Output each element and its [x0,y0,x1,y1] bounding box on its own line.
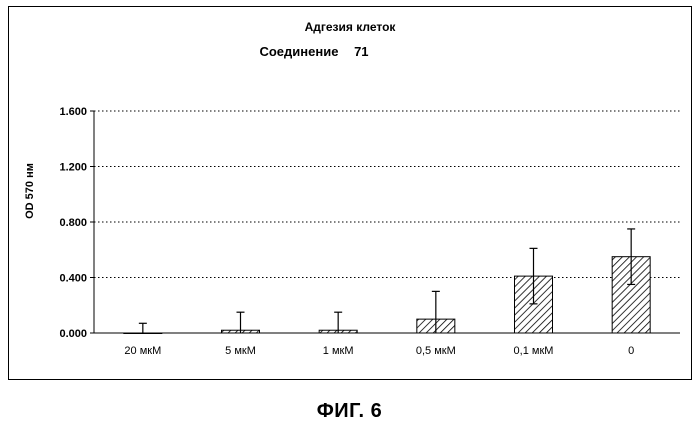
subtitle-label: Соединение [259,44,338,59]
error-bars [139,229,635,333]
x-tick-label: 0,5 мкМ [416,345,456,357]
x-tick-label: 20 мкМ [124,345,161,357]
grid-lines [94,111,680,278]
chart-title: Адгезия клеток [305,20,397,34]
y-axis-label: OD 570 нм [24,163,36,219]
x-tick-labels: 20 мкМ 5 мкМ 1 мкМ 0,5 мкМ 0,1 мкМ 0 [124,345,634,357]
x-tick-label: 0 [628,345,634,357]
y-tick-label: 1.200 [59,162,87,174]
subtitle-value: 71 [354,44,368,59]
chart-subtitle: Соединение 71 [259,44,368,59]
bar-chart: Адгезия клеток Соединение 71 OD 570 нм 0… [9,7,691,379]
x-tick-label: 0,1 мкМ [514,345,554,357]
y-tick-label: 0.000 [59,328,87,340]
chart-frame: Адгезия клеток Соединение 71 OD 570 нм 0… [8,6,692,380]
bars [124,257,650,334]
y-tick-label: 0.800 [59,217,87,229]
y-tick-label: 1.600 [59,106,87,118]
x-tick-label: 1 мкМ [323,345,354,357]
y-tick-label: 0.400 [59,273,87,285]
figure-caption: ФИГ. 6 [0,400,699,423]
y-tick-labels: 0.000 0.400 0.800 1.200 1.600 [59,106,87,340]
x-tick-label: 5 мкМ [225,345,256,357]
